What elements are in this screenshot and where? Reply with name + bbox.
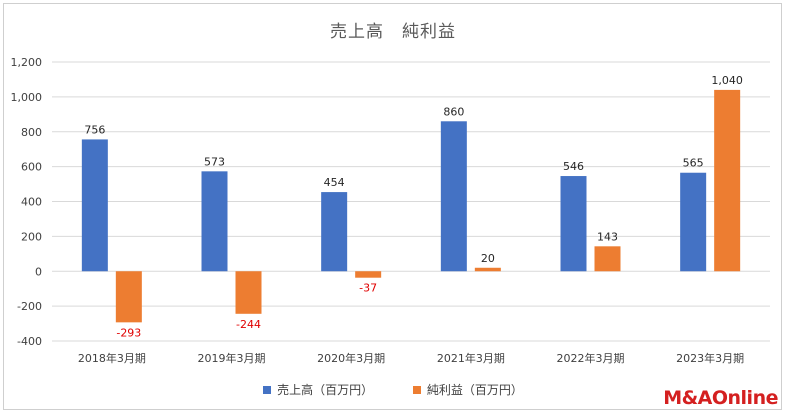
data-label: 565	[683, 157, 704, 170]
data-label: -244	[236, 318, 261, 331]
x-tick-label: 2022年3月期	[557, 351, 625, 365]
data-label: -293	[116, 326, 141, 339]
x-tick-label: 2020年3月期	[317, 351, 385, 365]
net-income-bar	[355, 271, 382, 278]
y-tick-label: 1,200	[11, 56, 43, 69]
data-label: -37	[359, 282, 377, 295]
data-label: 454	[324, 176, 345, 189]
sales-bar	[560, 176, 587, 272]
net-income-bar	[714, 89, 741, 272]
x-tick-label: 2018年3月期	[78, 351, 146, 365]
net-income-bar	[594, 246, 621, 272]
sales-bar	[680, 172, 707, 272]
y-tick-label: -200	[17, 300, 42, 313]
data-label: 1,040	[711, 74, 743, 87]
legend-label-net-income: 純利益（百万円）	[426, 383, 523, 397]
brand-logo: M&AOnline	[663, 387, 778, 409]
sales-bar	[440, 121, 467, 272]
x-tick-label: 2021年3月期	[437, 351, 505, 365]
y-tick-label: 1,000	[11, 91, 43, 104]
y-tick-label: 200	[21, 230, 42, 243]
chart-legend: 売上高（百万円） 純利益（百万円）	[0, 381, 786, 398]
chart-frame	[3, 3, 782, 410]
y-tick-label: -400	[17, 335, 42, 348]
legend-item-net-income: 純利益（百万円）	[412, 381, 523, 398]
x-tick-label: 2023年3月期	[676, 351, 744, 365]
sales-bar	[201, 171, 228, 272]
chart-title: 売上高 純利益	[330, 22, 456, 42]
sales-bar	[81, 139, 108, 272]
y-tick-label: 0	[35, 265, 42, 278]
legend-label-sales: 売上高（百万円）	[277, 383, 374, 397]
data-label: 573	[204, 155, 225, 168]
sales-bar	[321, 192, 348, 272]
data-label: 20	[481, 252, 495, 265]
net-income-bar	[235, 271, 262, 314]
y-tick-label: 800	[21, 126, 42, 139]
net-income-bar	[474, 267, 501, 272]
data-label: 546	[563, 160, 584, 173]
legend-swatch-sales	[263, 385, 272, 394]
y-tick-label: 400	[21, 196, 42, 209]
legend-swatch-net-income	[412, 385, 421, 394]
legend-item-sales: 売上高（百万円）	[263, 381, 373, 398]
net-income-bar	[115, 271, 142, 323]
data-label: 143	[597, 230, 618, 243]
y-tick-label: 600	[21, 161, 42, 174]
x-tick-label: 2019年3月期	[198, 351, 266, 365]
data-label: 756	[84, 123, 105, 136]
data-label: 860	[443, 105, 464, 118]
